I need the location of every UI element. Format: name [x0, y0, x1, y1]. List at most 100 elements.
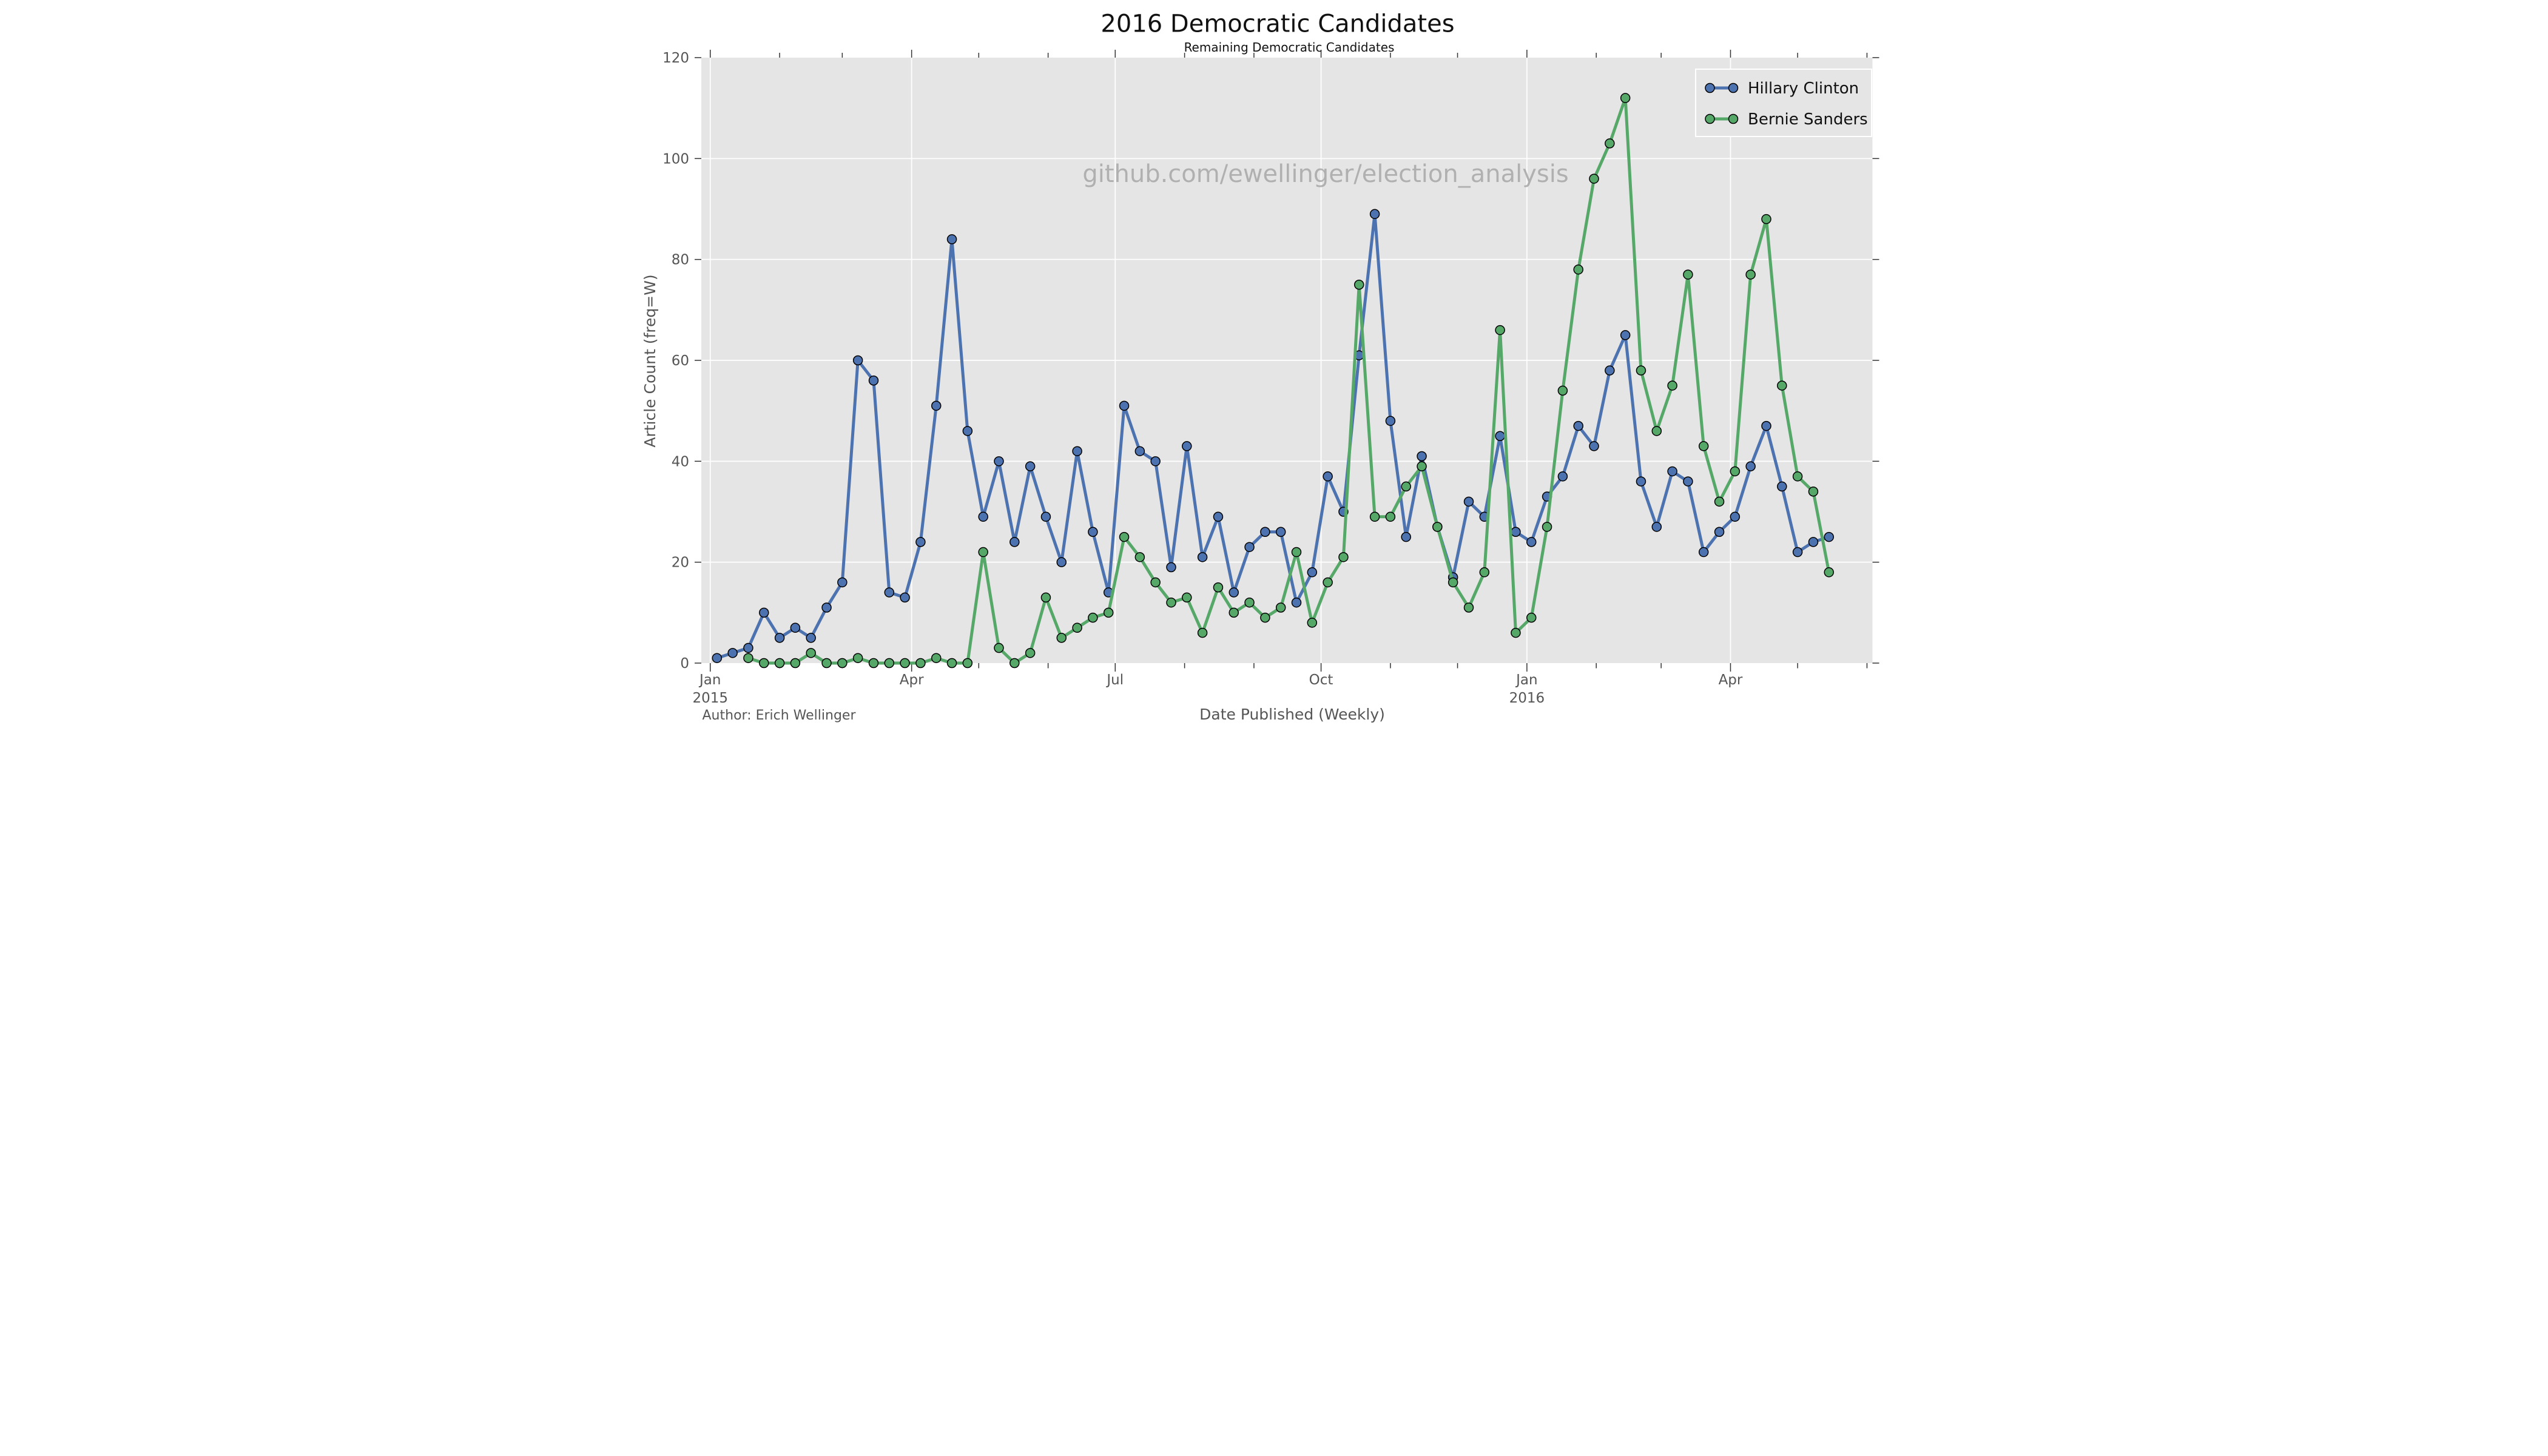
data-point-hillary-clinton: [1573, 420, 1583, 431]
data-point-hillary-clinton: [946, 234, 957, 244]
data-point-hillary-clinton: [1213, 511, 1224, 522]
data-point-bernie-sanders: [1495, 325, 1505, 335]
data-point-hillary-clinton: [821, 602, 832, 613]
data-point-hillary-clinton: [1291, 597, 1302, 608]
data-point-hillary-clinton: [1620, 330, 1631, 340]
data-point-bernie-sanders: [1134, 552, 1145, 562]
data-point-hillary-clinton: [1557, 471, 1568, 482]
data-point-bernie-sanders: [774, 658, 785, 669]
data-point-bernie-sanders: [1714, 496, 1725, 507]
data-point-bernie-sanders: [946, 658, 957, 669]
data-point-bernie-sanders: [1385, 511, 1396, 522]
legend-marker-icon: [1705, 113, 1715, 124]
data-point-hillary-clinton: [1730, 511, 1741, 522]
data-point-hillary-clinton: [743, 642, 753, 653]
tick-labels: 0 20 40 60 80 100 120 Jan 2015 Apr Jul Oct Jan 2016 Ap…: [662, 50, 1743, 706]
data-point-hillary-clinton: [1166, 562, 1176, 573]
data-point-hillary-clinton: [962, 426, 973, 436]
x-tick-label: Apr: [900, 672, 924, 688]
y-tick-label-80: 80: [672, 252, 689, 268]
data-point-bernie-sanders: [915, 658, 926, 669]
data-point-hillary-clinton: [1275, 527, 1286, 537]
chart-layer: 0 20 40 60 80 100 120 Jan 2015 Apr Jul Oct Jan 2016 Ap…: [662, 50, 1879, 706]
x-tick-year-label: 2015: [692, 690, 728, 706]
y-tick-label-0: 0: [680, 656, 689, 672]
data-point-bernie-sanders: [1698, 441, 1709, 451]
data-point-hillary-clinton: [1385, 416, 1396, 426]
legend-marker-icon: [1728, 83, 1739, 93]
data-point-hillary-clinton: [1714, 527, 1725, 537]
y-tick-label-120: 120: [662, 50, 689, 66]
data-point-bernie-sanders: [1620, 93, 1631, 103]
data-point-bernie-sanders: [1683, 269, 1693, 280]
data-point-bernie-sanders: [1479, 567, 1490, 578]
data-point-bernie-sanders: [1777, 380, 1787, 391]
data-point-bernie-sanders: [1730, 466, 1741, 477]
data-point-hillary-clinton: [1792, 547, 1803, 558]
data-point-hillary-clinton: [1182, 441, 1192, 451]
legend-marker-icon: [1728, 113, 1739, 124]
data-point-hillary-clinton: [1119, 400, 1130, 411]
data-point-bernie-sanders: [1573, 265, 1583, 275]
legend: Hillary Clinton Bernie Sanders: [1695, 69, 1872, 137]
data-point-hillary-clinton: [1824, 531, 1834, 542]
data-point-hillary-clinton: [790, 622, 801, 633]
data-point-bernie-sanders: [1354, 280, 1364, 290]
data-point-bernie-sanders: [1401, 481, 1411, 492]
x-tick-label: Oct: [1309, 672, 1333, 688]
data-point-hillary-clinton: [978, 511, 988, 522]
data-point-bernie-sanders: [806, 648, 816, 658]
data-point-bernie-sanders: [1463, 602, 1474, 613]
data-point-bernie-sanders: [759, 658, 769, 669]
data-point-hillary-clinton: [1589, 441, 1599, 451]
data-point-hillary-clinton: [900, 592, 910, 603]
data-point-bernie-sanders: [1605, 138, 1615, 149]
data-point-bernie-sanders: [868, 658, 879, 669]
data-point-hillary-clinton: [1056, 557, 1067, 567]
data-point-bernie-sanders: [837, 658, 848, 669]
legend-entry-hillary-clinton: Hillary Clinton: [1705, 79, 1859, 98]
data-point-bernie-sanders: [852, 653, 863, 663]
data-point-hillary-clinton: [1369, 209, 1380, 220]
data-point-hillary-clinton: [1040, 511, 1051, 522]
chart-subtitle: Remaining Democratic Candidates: [1184, 40, 1395, 55]
data-point-bernie-sanders: [1761, 214, 1771, 224]
x-tick-label: Jan: [1515, 672, 1537, 688]
data-point-bernie-sanders: [1557, 385, 1568, 396]
data-point-hillary-clinton: [1401, 531, 1411, 542]
data-point-bernie-sanders: [1291, 547, 1302, 558]
y-tick-label-20: 20: [672, 555, 689, 571]
data-point-hillary-clinton: [1134, 446, 1145, 456]
x-tick-label: Jul: [1105, 672, 1124, 688]
data-point-bernie-sanders: [962, 658, 973, 669]
data-point-hillary-clinton: [915, 537, 926, 547]
data-point-bernie-sanders: [1260, 612, 1270, 623]
data-point-bernie-sanders: [743, 653, 753, 663]
series-bernie-sanders: [743, 93, 1834, 669]
data-point-hillary-clinton: [868, 376, 879, 386]
data-point-hillary-clinton: [884, 587, 895, 598]
data-point-bernie-sanders: [1667, 380, 1677, 391]
data-point-bernie-sanders: [1432, 522, 1443, 532]
data-point-bernie-sanders: [1448, 577, 1458, 588]
chart-canvas: 0 20 40 60 80 100 120 Jan 2015 Apr Jul Oct Jan 2016 Ap…: [641, 10, 1879, 723]
data-point-hillary-clinton: [1745, 461, 1756, 471]
data-point-hillary-clinton: [1244, 542, 1255, 552]
data-point-bernie-sanders: [1228, 607, 1239, 618]
data-point-hillary-clinton: [1009, 537, 1020, 547]
data-point-bernie-sanders: [1589, 174, 1599, 184]
x-tick-year-label: 2016: [1509, 690, 1545, 706]
data-point-hillary-clinton: [1197, 552, 1208, 562]
tick-marks: [695, 50, 1879, 672]
data-point-hillary-clinton: [1307, 567, 1318, 578]
legend-label-bernie: Bernie Sanders: [1748, 110, 1868, 129]
data-point-hillary-clinton: [759, 607, 769, 618]
y-axis-label: Article Count (freq=W): [641, 274, 659, 447]
y-tick-label-60: 60: [672, 353, 689, 369]
y-tick-label-100: 100: [662, 151, 689, 167]
data-point-hillary-clinton: [727, 648, 738, 658]
data-point-bernie-sanders: [1511, 627, 1521, 638]
data-point-hillary-clinton: [1495, 431, 1505, 441]
data-point-bernie-sanders: [1009, 658, 1020, 669]
data-point-hillary-clinton: [1651, 522, 1662, 532]
